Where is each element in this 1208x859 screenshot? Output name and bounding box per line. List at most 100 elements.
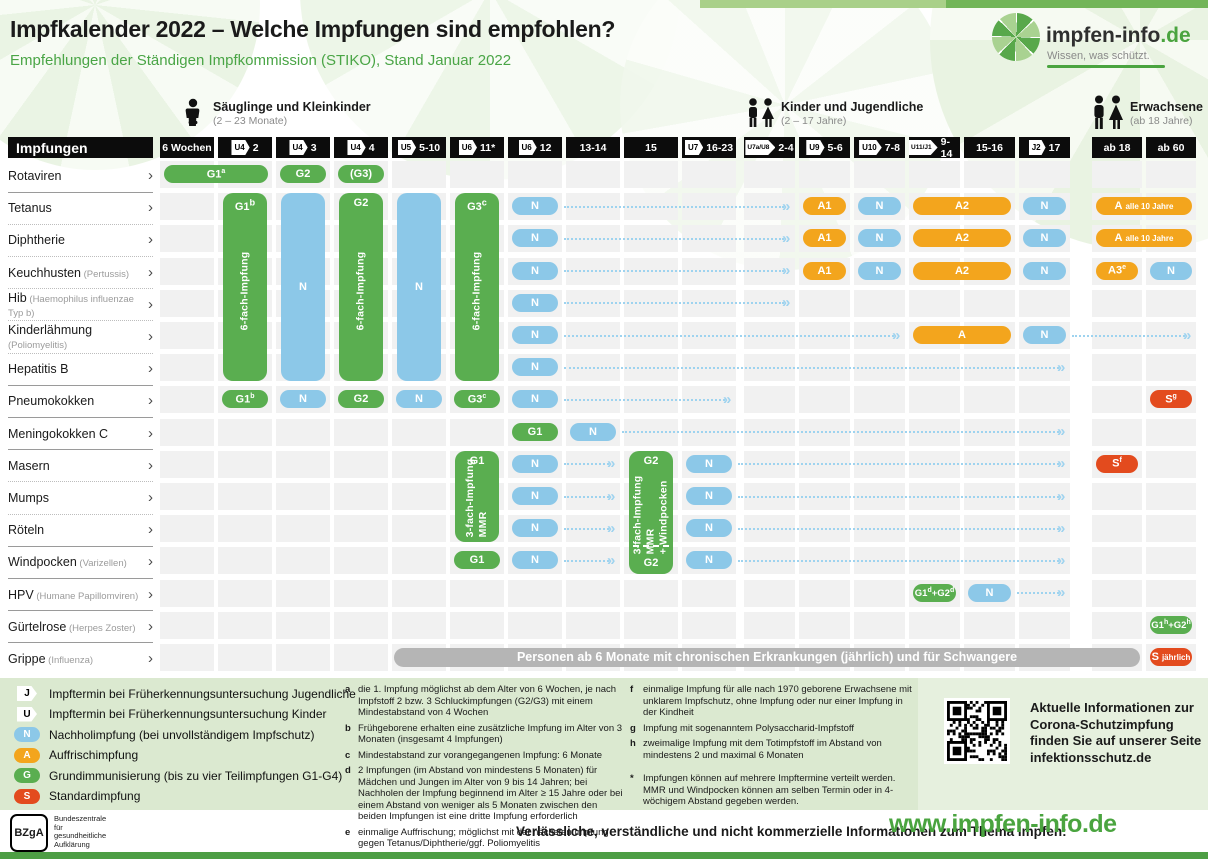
legend-key-chip: A <box>14 747 40 763</box>
N-pill: N <box>512 454 558 473</box>
N-pill: N <box>968 583 1011 602</box>
pill-label: N <box>985 586 994 599</box>
arrowhead-icon: » <box>607 455 616 473</box>
N-pill: N <box>512 293 558 312</box>
logo-main: impfen-info <box>1046 24 1161 47</box>
grid-cell <box>1092 515 1142 543</box>
vaccine-row-label[interactable]: Rotaviren › <box>8 161 153 191</box>
footnote-text: einmalige Impfung für alle nach 1970 geb… <box>643 684 912 718</box>
vaccine-row-label[interactable]: HPV (Humane Papillomviren) › <box>8 580 153 610</box>
grid-cell <box>450 418 504 446</box>
grid-cell <box>276 547 330 575</box>
pill-label: N <box>1040 232 1049 245</box>
vaccine-name-note: (Humane Papillomviren) <box>33 590 139 602</box>
pill-label: N <box>531 232 539 245</box>
chevron-right-icon[interactable]: › <box>148 328 153 345</box>
grid-cell <box>682 611 736 639</box>
chevron-right-icon[interactable]: › <box>148 650 153 667</box>
chevron-right-icon[interactable]: › <box>148 617 153 635</box>
pill-label: G2 <box>353 393 369 406</box>
N-pill: N <box>512 197 558 216</box>
vaccine-row-label[interactable]: Meningokokken C › <box>8 419 153 449</box>
chevron-right-icon[interactable]: › <box>148 585 153 603</box>
N-pill: N <box>1023 326 1066 344</box>
vaccine-name: Keuchhusten (Pertussis) <box>8 265 130 280</box>
vaccine-row-label[interactable]: Röteln › <box>8 515 153 545</box>
chevron-right-icon[interactable]: › <box>148 489 153 506</box>
chevron-right-icon[interactable]: › <box>148 424 153 442</box>
vaccine-row-label[interactable]: Masern › <box>8 451 153 481</box>
vaccine-row-label[interactable]: Windpocken (Varizellen) › <box>8 547 153 577</box>
G-pill: (G3) <box>338 165 384 183</box>
vaccine-row-label[interactable]: Mumps › <box>8 483 153 513</box>
impfen-info-umbrella-icon <box>992 13 1040 61</box>
vaccine-row-label[interactable]: Kinderlähmung (Poliomyelitis) › <box>8 322 153 352</box>
grid-cell <box>276 515 330 543</box>
chevron-right-icon[interactable]: › <box>148 295 153 313</box>
table-header: Impfungen <box>8 137 153 158</box>
chevron-right-icon[interactable]: › <box>148 167 153 184</box>
top-color-strip <box>946 0 1208 8</box>
vaccine-row-label[interactable]: Tetanus › <box>8 193 153 223</box>
grid-cell <box>160 515 214 543</box>
pill-suffix: alle 10 Jahre <box>1125 233 1174 243</box>
chevron-right-icon[interactable]: › <box>148 199 153 217</box>
grid-cell <box>854 611 905 639</box>
footnote: h zweimalige Impfung mit dem Totimpfstoff… <box>630 738 918 761</box>
vaccine-row-label[interactable]: Keuchhusten (Pertussis) › <box>8 258 153 288</box>
arrowhead-icon: » <box>1057 487 1066 505</box>
catchup-arrow-line <box>564 270 784 273</box>
chevron-right-icon[interactable]: › <box>148 231 153 249</box>
column-label: 6 Wochen <box>162 141 212 154</box>
u-exam-badge: U9 <box>806 140 825 155</box>
grid-cell <box>334 450 388 478</box>
vaccine-row-label[interactable]: Diphtherie › <box>8 225 153 255</box>
combo-vaccine-bar: N <box>281 193 325 382</box>
combo-vaccine-bar: G3c 6-fach-Impfung <box>455 193 499 382</box>
pill-label: N <box>531 490 539 502</box>
column-header: 15-16 <box>964 137 1015 158</box>
grid-cell <box>1019 289 1070 317</box>
grid-cell <box>160 289 214 317</box>
chevron-right-icon[interactable]: › <box>148 392 153 410</box>
chevron-right-icon[interactable]: › <box>148 521 153 539</box>
legend-item: U Impftermin bei Früherkennungsuntersuchu… <box>14 705 356 724</box>
N-pill: N <box>512 390 558 409</box>
G-pill: G1h +G2h <box>1150 615 1192 634</box>
row-separator <box>8 320 153 322</box>
grid-cell <box>160 257 214 285</box>
G-pill: G1 <box>512 422 558 441</box>
vaccine-row-label[interactable]: Grippe (Influenza) › <box>8 644 153 674</box>
grid-cell <box>218 611 272 639</box>
G-pill: G2 <box>338 390 384 409</box>
vaccine-row-label[interactable]: Hib (Haemophilus influenzae Typ b) › <box>8 290 153 320</box>
website-url[interactable]: www.impfen-info.de <box>889 810 1117 838</box>
grid-cell <box>964 611 1015 639</box>
vaccine-row-label[interactable]: Gürtelrose (Herpes Zoster) › <box>8 612 153 642</box>
pill-label: Sg <box>1165 393 1177 406</box>
legend-key-chip: N <box>14 727 40 742</box>
grid-cell <box>392 547 446 575</box>
column-header: U9 5-6 <box>799 137 850 158</box>
row-separator <box>8 416 153 418</box>
children-icon <box>744 97 778 136</box>
grid-cell <box>160 450 214 478</box>
chevron-right-icon[interactable]: › <box>148 360 153 378</box>
chevron-right-icon[interactable]: › <box>148 553 153 571</box>
pill-label: N <box>1040 200 1049 213</box>
footnote-text: Mindestabstand zur vorangegangenen Impfu… <box>358 749 602 761</box>
chevron-right-icon[interactable]: › <box>148 263 153 281</box>
combo-vaccine-bar: G1b 6-fach-Impfung <box>223 193 267 382</box>
column-header: 13-14 <box>566 137 620 158</box>
pill-label: G1d <box>914 586 932 599</box>
pill-suffix: alle 10 Jahre <box>1125 201 1174 211</box>
vaccine-row-label[interactable]: Pneumokokken › <box>8 386 153 416</box>
vaccine-name-note: (Varizellen) <box>76 558 127 570</box>
vaccine-name: Hepatitis B <box>8 362 69 377</box>
column-header: ab 18 <box>1092 137 1142 158</box>
footnote-key: h <box>630 738 636 749</box>
pill-label: N <box>589 425 597 438</box>
catchup-arrow-line <box>564 334 894 337</box>
vaccine-row-label[interactable]: Hepatitis B › <box>8 354 153 384</box>
chevron-right-icon[interactable]: › <box>148 456 153 474</box>
